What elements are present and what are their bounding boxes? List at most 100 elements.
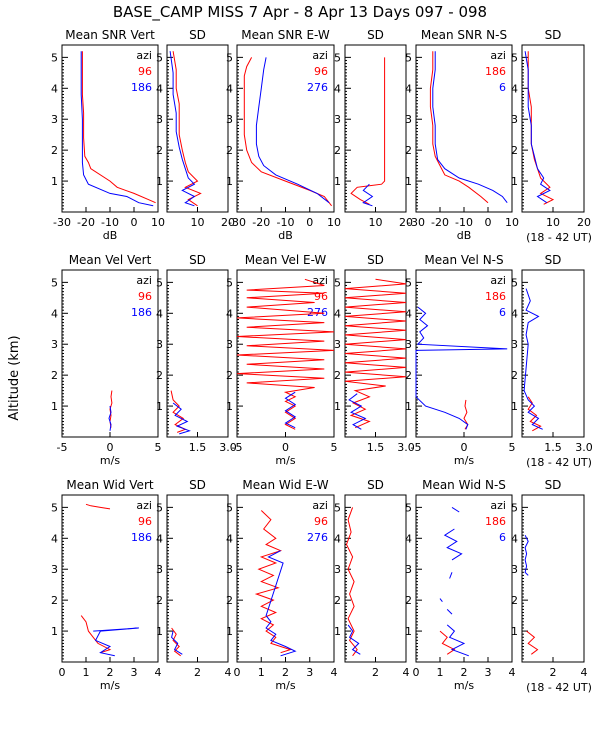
series-line-186	[527, 396, 542, 432]
series-line-186	[172, 402, 191, 435]
x-axis-label: dB	[457, 229, 472, 242]
x-tick-label: 3.0	[575, 441, 593, 454]
x-axis-label: m/s	[454, 454, 474, 467]
panel-title: Mean Wid Vert	[66, 478, 153, 492]
y-tick-label: 1	[226, 400, 233, 413]
x-tick-label: -10	[455, 216, 473, 229]
y-tick-label: 1	[405, 625, 412, 638]
legend-entry: 96	[314, 65, 328, 78]
series-line-186	[526, 630, 539, 655]
y-tick-label: 2	[511, 369, 518, 382]
panel-frame	[344, 494, 407, 663]
legend-entry: 6	[499, 531, 506, 544]
panel-title: SD	[367, 28, 384, 42]
panel-title: Mean Vel N-S	[424, 253, 503, 267]
y-tick-label: 5	[51, 501, 58, 514]
panel-title: SD	[189, 28, 206, 42]
series-line-6	[449, 572, 453, 579]
series-line-6	[443, 528, 463, 561]
y-tick-label: 5	[405, 501, 412, 514]
y-tick-label: 4	[405, 307, 412, 320]
y-tick-label: 1	[405, 175, 412, 188]
y-tick-label: 4	[51, 307, 58, 320]
series-line-186	[171, 630, 183, 655]
x-tick-label: 3.0	[219, 441, 237, 454]
series-line-96	[345, 507, 358, 657]
y-tick-label: 3	[511, 563, 518, 576]
x-tick-label: 10	[327, 216, 341, 229]
series-line-6	[524, 534, 529, 576]
y-tick-label: 2	[226, 594, 233, 607]
x-tick-label: 0	[306, 216, 313, 229]
y-tick-label: 1	[156, 175, 163, 188]
x-tick-label: 5	[155, 441, 162, 454]
panel-wid-vert-sd: SD 1 2 3 4 5 2 4	[156, 478, 232, 679]
panel-title: SD	[367, 478, 384, 492]
x-tick-label: 2	[194, 666, 201, 679]
x-tick-label: 2	[107, 666, 114, 679]
y-tick-label: 3	[511, 113, 518, 126]
x-tick-label: 4	[225, 666, 232, 679]
y-tick-label: 4	[405, 82, 412, 95]
legend-entry: 186	[485, 65, 506, 78]
y-tick-label: 2	[405, 369, 412, 382]
x-tick-label: 1	[258, 666, 265, 679]
series-line-96	[344, 278, 407, 429]
legend-entry: 96	[314, 515, 328, 528]
y-tick-label: 1	[51, 400, 58, 413]
x-tick-label: 1.5	[189, 441, 207, 454]
panel-frame	[166, 269, 229, 438]
y-tick-label: 4	[156, 532, 163, 545]
y-tick-label: 4	[511, 82, 518, 95]
y-tick-label: 4	[226, 532, 233, 545]
y-tick-label: 4	[511, 532, 518, 545]
y-tick-label: 1	[511, 175, 518, 188]
y-tick-label: 4	[405, 532, 412, 545]
x-tick-label: 1	[437, 666, 444, 679]
y-tick-label: 2	[511, 144, 518, 157]
y-tick-label: 2	[405, 144, 412, 157]
y-tick-label: 3	[156, 563, 163, 576]
legend-title: azi	[312, 499, 328, 512]
series-line-276	[265, 550, 297, 657]
x-tick-label: 2	[372, 666, 379, 679]
series-line-6	[432, 51, 508, 204]
legend-entry: 6	[499, 81, 506, 94]
series-line-96	[243, 57, 332, 207]
panel-vel-ns-sd: SD 1 2 3 4 5 1.5 3.0 (18 - 42 UT)	[511, 253, 593, 469]
x-axis-label: m/s	[454, 679, 474, 692]
y-tick-label: 5	[156, 51, 163, 64]
panel-title: SD	[189, 253, 206, 267]
x-tick-label: 0	[413, 666, 420, 679]
legend-entry: 6	[499, 306, 506, 319]
series-line-6	[446, 609, 453, 615]
x-tick-label: 4	[155, 666, 162, 679]
y-tick-label: 5	[511, 501, 518, 514]
y-axis-label: Altitude (km)	[7, 335, 22, 420]
panel-vel-vert-sd: SD 1 2 3 4 5 1.5 3.0	[156, 253, 237, 454]
series-line-96	[85, 503, 111, 510]
panel-title: SD	[545, 478, 562, 492]
panel-title: SD	[545, 253, 562, 267]
x-tick-label: 0	[234, 666, 241, 679]
y-tick-label: 3	[334, 563, 341, 576]
panel-frame	[344, 44, 407, 213]
x-axis-label: m/s	[100, 454, 120, 467]
y-tick-label: 1	[405, 400, 412, 413]
legend-title: azi	[312, 49, 328, 62]
y-tick-label: 4	[51, 82, 58, 95]
panel-title: Mean Wid E-W	[242, 478, 328, 492]
y-tick-label: 1	[334, 625, 341, 638]
legend-title: azi	[490, 49, 506, 62]
y-tick-label: 4	[156, 82, 163, 95]
y-tick-label: 4	[334, 532, 341, 545]
x-tick-label: 0	[485, 216, 492, 229]
series-line-96	[254, 510, 293, 654]
panel-vel-vert: Mean Vel Vert 1 2 3 4 5 -5 0 5 m/s azi 96 186	[51, 253, 162, 467]
legend-title: azi	[312, 274, 328, 287]
y-tick-label: 4	[226, 82, 233, 95]
panel-wid-vert: Mean Wid Vert 1 2 3 4 5 0 1 2 3 4 m/s azi 96 186	[51, 478, 162, 692]
y-tick-label: 5	[405, 51, 412, 64]
y-tick-label: 4	[156, 307, 163, 320]
